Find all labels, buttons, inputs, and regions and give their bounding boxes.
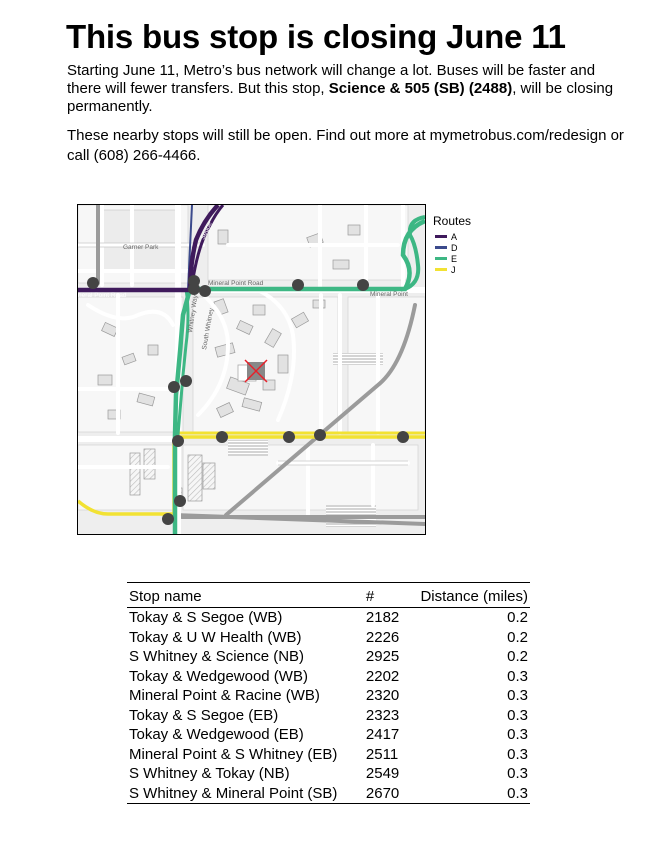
stop-name-cell: Tokay & S Segoe (WB) bbox=[129, 609, 283, 626]
legend-swatch bbox=[435, 246, 447, 249]
mineral-point-road-label: Mineral Point Road bbox=[208, 280, 264, 287]
mineral-point-road-left-label: neral Point Road bbox=[78, 292, 127, 299]
stop-number-cell: 2925 bbox=[365, 648, 400, 665]
route-e-line bbox=[176, 288, 190, 436]
legend-swatch bbox=[435, 268, 447, 271]
stop-number-cell: 2549 bbox=[365, 765, 400, 782]
legend-label: D bbox=[451, 242, 458, 253]
stop-marker bbox=[180, 375, 192, 387]
distance-cell: 0.2 bbox=[507, 609, 528, 626]
stop-name-cell: Tokay & Wedgewood (EB) bbox=[129, 726, 304, 743]
table-row: Mineral Point & S Whitney (EB) 2511 0.3 bbox=[127, 745, 530, 765]
stop-marker bbox=[397, 431, 409, 443]
table-row: S Whitney & Mineral Point (SB) 2670 0.3 bbox=[127, 783, 530, 804]
nearby-stops-table: Stop name # Distance (miles) Tokay & S S… bbox=[127, 582, 530, 804]
mineral-point-right-label: Mineral Point bbox=[370, 291, 408, 298]
intro-paragraph: Starting June 11, Metro’s bus network wi… bbox=[67, 62, 627, 116]
stop-name-cell: S Whitney & Mineral Point (SB) bbox=[127, 783, 364, 804]
stop-name-cell: S Whitney & Tokay (NB) bbox=[129, 765, 290, 782]
minor-streets bbox=[78, 205, 410, 517]
closing-stop-name: Science & 505 (SB) (2488) bbox=[328, 80, 513, 97]
closing-stop-marker bbox=[244, 359, 268, 383]
distance-cell: 0.3 bbox=[507, 726, 528, 743]
stop-name-cell: Tokay & U W Health (WB) bbox=[129, 628, 302, 646]
garner-park-area bbox=[97, 209, 179, 271]
stop-marker bbox=[188, 283, 200, 295]
stop-number-cell: 2670 bbox=[363, 783, 406, 804]
stop-number-cell: 2511 bbox=[365, 745, 399, 763]
legend-title: Routes bbox=[433, 214, 472, 228]
intro-text-start: Starting June 11, Metro’s bus network wi… bbox=[67, 62, 596, 97]
stop-marker bbox=[168, 381, 180, 393]
stop-number-cell: 2226 bbox=[365, 628, 400, 646]
route-e-line bbox=[404, 215, 425, 291]
parking-lot bbox=[333, 353, 383, 365]
distance-cell: 0.2 bbox=[507, 628, 528, 646]
table-row: Tokay & Wedgewood (EB) 2417 0.3 bbox=[127, 725, 530, 745]
stop-name-cell: Mineral Point & S Whitney (EB) bbox=[129, 745, 338, 763]
distance-cell: 0.3 bbox=[507, 765, 528, 782]
header-stop-name: Stop name bbox=[127, 582, 364, 608]
page-title: This bus stop is closing June 11 bbox=[66, 18, 566, 55]
header-stop-number: # bbox=[363, 582, 406, 608]
stop-number-cell: 2320 bbox=[365, 687, 400, 704]
distance-cell: 0.3 bbox=[507, 706, 528, 724]
stop-name-cell: Tokay & Wedgewood (WB) bbox=[129, 667, 308, 685]
legend-item-j: J bbox=[435, 264, 471, 275]
legend-label: E bbox=[451, 253, 458, 264]
table-row: Tokay & Wedgewood (WB) 2202 0.3 bbox=[127, 667, 530, 687]
stop-markers bbox=[87, 275, 409, 525]
parking-lot bbox=[228, 440, 268, 456]
stop-marker bbox=[174, 495, 186, 507]
legend-label: J bbox=[451, 264, 456, 275]
legend-swatch bbox=[435, 257, 447, 260]
route-a-line bbox=[190, 205, 225, 286]
table-header-row: Stop name # Distance (miles) bbox=[127, 582, 530, 608]
table-row: Tokay & U W Health (WB) 2226 0.2 bbox=[127, 628, 530, 648]
header-distance: Distance (miles) bbox=[405, 582, 530, 608]
stop-number-cell: 2202 bbox=[365, 667, 400, 685]
nearby-stops-text: These nearby stops will still be open. F… bbox=[67, 127, 624, 164]
route-map: Garner Park Mineral Point Road neral Poi… bbox=[77, 204, 426, 535]
stop-marker bbox=[216, 431, 228, 443]
legend-item-d: D bbox=[435, 242, 471, 253]
stop-number-cell: 2182 bbox=[365, 609, 400, 626]
stop-name-cell: Mineral Point & Racine (WB) bbox=[129, 687, 320, 704]
stop-marker bbox=[172, 435, 184, 447]
distance-cell: 0.3 bbox=[507, 745, 528, 763]
stop-marker bbox=[199, 285, 211, 297]
stop-marker bbox=[314, 429, 326, 441]
legend-label: A bbox=[451, 231, 458, 242]
stop-number-cell: 2417 bbox=[365, 726, 400, 743]
stop-number-cell: 2323 bbox=[365, 706, 400, 724]
table-row: S Whitney & Tokay (NB) 2549 0.3 bbox=[127, 764, 530, 784]
intro-text-end: , will be closing permanently. bbox=[67, 80, 614, 115]
distance-cell: 0.3 bbox=[405, 783, 530, 804]
stop-marker bbox=[283, 431, 295, 443]
stop-name-cell: S Whitney & Science (NB) bbox=[129, 648, 305, 665]
legend-swatch bbox=[435, 235, 447, 238]
map-canvas: Garner Park Mineral Point Road neral Poi… bbox=[78, 205, 425, 534]
legend-item-e: E bbox=[435, 253, 471, 264]
table-row: Tokay & S Segoe (EB) 2323 0.3 bbox=[127, 706, 530, 726]
legend-item-a: A bbox=[435, 231, 471, 242]
map-buildings bbox=[97, 224, 361, 420]
stop-marker bbox=[162, 513, 174, 525]
stop-name-cell: Tokay & S Segoe (EB) bbox=[129, 706, 279, 724]
table-row: Tokay & S Segoe (WB) 2182 0.2 bbox=[127, 608, 530, 628]
distance-cell: 0.3 bbox=[507, 687, 528, 704]
garner-park-label: Garner Park bbox=[123, 244, 159, 251]
table-row: Mineral Point & Racine (WB) 2320 0.3 bbox=[127, 686, 530, 706]
stop-marker bbox=[357, 279, 369, 291]
table-row: S Whitney & Science (NB) 2925 0.2 bbox=[127, 647, 530, 667]
gray-roads bbox=[78, 205, 425, 526]
stop-marker bbox=[87, 277, 99, 289]
distance-cell: 0.3 bbox=[507, 667, 528, 685]
distance-cell: 0.2 bbox=[507, 648, 528, 665]
route-e-line bbox=[172, 218, 425, 534]
stop-marker bbox=[292, 279, 304, 291]
